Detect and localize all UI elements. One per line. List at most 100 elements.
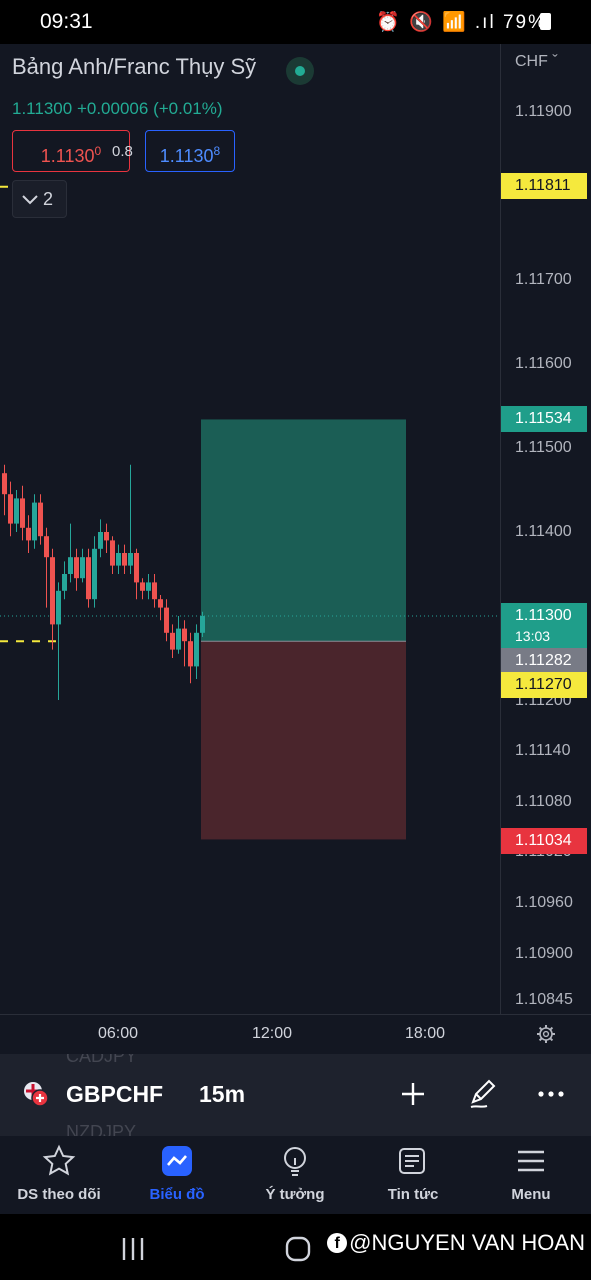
chart-icon — [162, 1146, 192, 1176]
gray-price-tag: 1.11282 — [501, 648, 587, 674]
take-profit-tag[interactable]: 1.11534 — [501, 406, 587, 432]
candle-body — [134, 553, 139, 583]
candle-body — [152, 582, 157, 600]
candle-body — [122, 553, 127, 566]
battery-level: 79% — [502, 12, 547, 33]
currency-selector[interactable]: CHF ˇ — [515, 53, 558, 70]
ghost-symbol: CADJPY — [66, 1054, 138, 1066]
loss-zone[interactable] — [201, 641, 406, 840]
candlestick-plot[interactable] — [0, 44, 500, 1014]
time-axis[interactable]: 06:00 12:00 18:00 — [0, 1014, 591, 1054]
spread-value: 0.8 — [112, 143, 133, 160]
recent-apps-icon[interactable] — [118, 1234, 148, 1264]
status-time: 09:31 — [40, 10, 93, 33]
candle-body — [92, 548, 97, 600]
candle-body — [116, 553, 121, 566]
sell-button[interactable]: 1.11300 — [12, 130, 130, 172]
nav-label: Biểu đồ — [149, 1186, 205, 1203]
candle-body — [50, 557, 55, 625]
price-tick: 1.11400 — [515, 523, 572, 540]
more-options-icon[interactable] — [535, 1078, 567, 1110]
price-change: 1.11300 +0.00006 (+0.01%) — [12, 99, 223, 118]
add-icon[interactable] — [397, 1078, 429, 1110]
candle-body — [182, 628, 187, 642]
gear-icon[interactable] — [536, 1024, 556, 1044]
candle-body — [170, 632, 175, 650]
nav-label: DS theo dõi — [17, 1186, 101, 1203]
price-tick: 1.11500 — [515, 439, 572, 456]
price-tick: 1.10960 — [515, 894, 573, 911]
currency-pair-flag-icon — [24, 1082, 49, 1107]
nav-watchlist[interactable]: DS theo dõi — [4, 1144, 114, 1203]
chevron-down-icon — [22, 195, 38, 205]
candle-body — [188, 641, 193, 667]
entry-tag[interactable]: 1.11270 — [501, 672, 587, 698]
price-axis[interactable]: CHF ˇ 1.11900 1.11700 1.11600 1.11500 1.… — [500, 44, 591, 1014]
price-tick: 1.11600 — [515, 355, 572, 372]
draw-pen-icon[interactable] — [467, 1078, 499, 1110]
candle-body — [110, 540, 115, 566]
alert-level-tag[interactable]: 1.11811 — [501, 173, 587, 199]
system-navigation: f @NGUYEN VAN HOAN — [0, 1214, 591, 1280]
buy-button[interactable]: 1.11308 — [145, 130, 235, 172]
facebook-icon: f — [327, 1233, 348, 1253]
nav-news[interactable]: Tin tức — [358, 1144, 468, 1203]
time-tick: 06:00 — [97, 1025, 139, 1042]
indicators-collapse-button[interactable]: 2 — [12, 180, 67, 218]
candle-body — [44, 536, 49, 558]
candle-body — [128, 553, 133, 566]
menu-icon — [518, 1150, 544, 1172]
symbol-title[interactable]: Bảng Anh/Franc Thụy Sỹ — [12, 54, 257, 79]
lightbulb-icon — [284, 1147, 306, 1176]
price-tick: 1.11700 — [515, 271, 572, 288]
nav-label: Tin tức — [387, 1186, 439, 1203]
candle-body — [26, 527, 31, 541]
price-tick: 1.11140 — [515, 742, 571, 759]
watermark: f @NGUYEN VAN HOAN — [327, 1230, 585, 1256]
nav-label: Ý tưởng — [265, 1186, 325, 1203]
candle-body — [164, 607, 169, 633]
candle-body — [158, 599, 163, 608]
candle-body — [68, 557, 73, 574]
candle-body — [38, 502, 43, 537]
status-icons: ⏰ 🔇 📶 .ıl 79% — [376, 12, 547, 33]
nav-label: Menu — [511, 1186, 551, 1203]
time-tick: 18:00 — [404, 1025, 446, 1042]
candle-body — [140, 582, 145, 591]
nav-menu[interactable]: Menu — [476, 1144, 586, 1203]
candle-body — [104, 532, 109, 541]
nav-chart[interactable]: Biểu đồ — [122, 1144, 232, 1203]
chart-legend: Bảng Anh/Franc Thụy Sỹ 1.11300 +0.00006 … — [12, 54, 314, 218]
candle-body — [32, 502, 37, 541]
chart-area[interactable]: Bảng Anh/Franc Thụy Sỹ 1.11300 +0.00006 … — [0, 44, 591, 1054]
candle-body — [176, 628, 181, 650]
bottom-navigation: DS theo dõi Biểu đồ Ý tưởng Tin tức Menu — [0, 1136, 591, 1214]
price-tick: 1.10900 — [515, 945, 573, 962]
status-bar: 09:31 ⏰ 🔇 📶 .ıl 79% — [0, 0, 591, 44]
symbol-selector[interactable]: GBPCHF — [66, 1081, 164, 1107]
last-price-tag: 1.11300 13:03 — [501, 603, 587, 649]
home-icon[interactable] — [283, 1234, 313, 1264]
market-open-icon — [286, 57, 314, 85]
candle-body — [74, 557, 79, 579]
profit-zone[interactable] — [201, 419, 406, 642]
time-tick: 12:00 — [251, 1025, 293, 1042]
candle-body — [62, 574, 67, 591]
stop-loss-tag[interactable]: 1.11034 — [501, 828, 587, 854]
candle-body — [98, 532, 103, 549]
candle-body — [20, 498, 25, 528]
nav-ideas[interactable]: Ý tưởng — [240, 1144, 350, 1203]
symbol-toolbar: CADJPY NZDJPY GBPCHF 15m — [0, 1054, 591, 1136]
interval-selector[interactable]: 15m — [199, 1081, 246, 1107]
candle-body — [80, 557, 85, 579]
candle-body — [200, 616, 205, 633]
candle-body — [14, 498, 19, 524]
ghost-symbol: NZDJPY — [66, 1122, 137, 1136]
price-tick: 1.11900 — [515, 103, 572, 120]
candle-body — [56, 590, 61, 625]
candle-body — [146, 582, 151, 591]
bar-countdown: 13:03 — [515, 628, 551, 644]
candle-body — [86, 557, 91, 600]
battery-icon — [540, 13, 551, 30]
price-tick: 1.11080 — [515, 793, 572, 810]
